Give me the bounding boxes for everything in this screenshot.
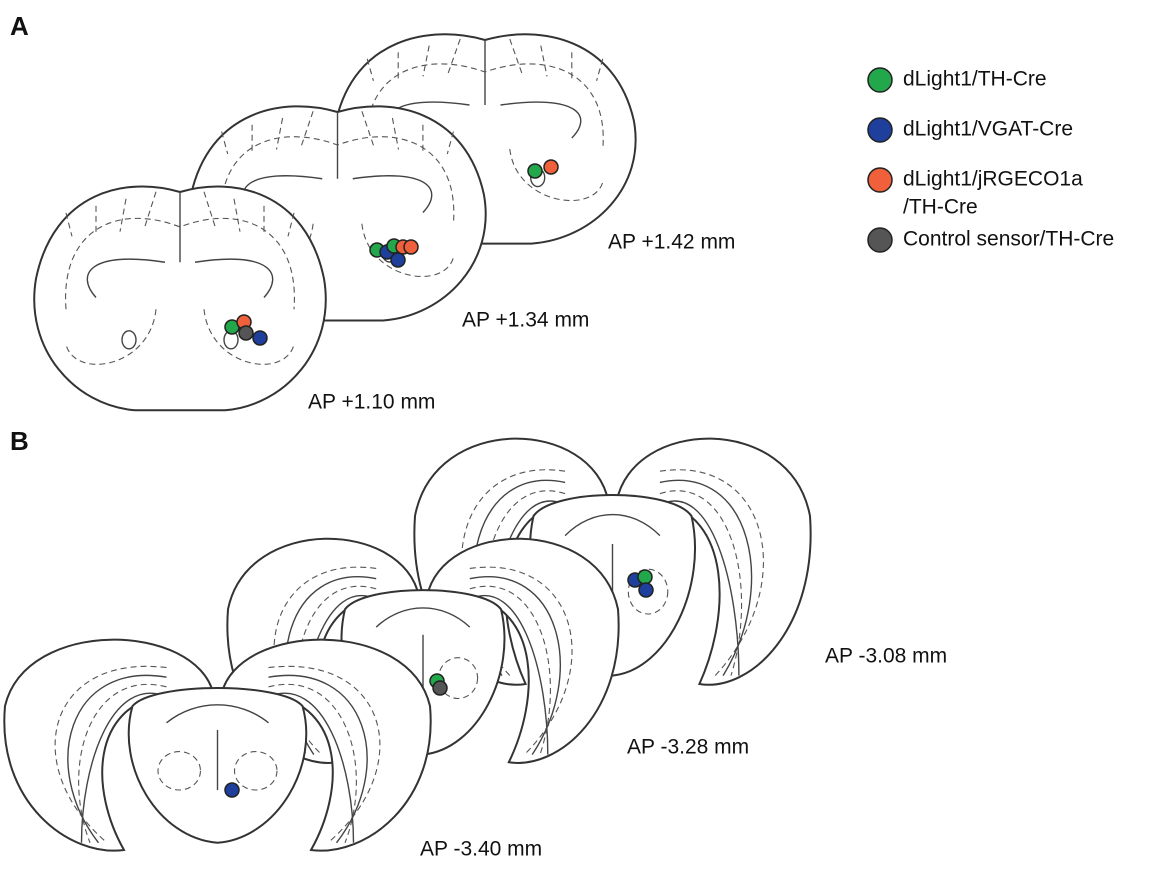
legend-swatch <box>868 68 892 92</box>
section-label: AP -3.28 mm <box>627 736 749 759</box>
legend-label: dLight1/jRGECO1a <box>903 168 1083 191</box>
legend-swatch <box>868 168 892 192</box>
panel-label: A <box>10 11 29 41</box>
placement-dot <box>544 160 558 174</box>
section-label: AP +1.10 mm <box>308 391 435 414</box>
placement-dot <box>528 164 542 178</box>
legend: dLight1/TH-Cre dLight1/VGAT-Cre dLight1/jR… <box>868 68 1114 252</box>
section-label: AP +1.34 mm <box>462 309 589 332</box>
placement-dot <box>253 331 267 345</box>
sections <box>4 34 810 850</box>
placement-dot <box>404 240 418 254</box>
placement-dot <box>239 326 253 340</box>
placement-dot <box>225 783 239 797</box>
legend-label: /TH-Cre <box>903 196 978 219</box>
legend-label: dLight1/TH-Cre <box>903 68 1047 91</box>
coronal-section <box>34 186 326 410</box>
legend-swatch <box>868 228 892 252</box>
placement-dot <box>433 681 447 695</box>
legend-label: dLight1/VGAT-Cre <box>903 118 1073 141</box>
section-label: AP -3.40 mm <box>420 838 542 861</box>
section-label: AP +1.42 mm <box>608 231 735 254</box>
posterior-section <box>4 640 430 851</box>
section-label: AP -3.08 mm <box>825 645 947 668</box>
legend-label: Control sensor/TH-Cre <box>903 228 1114 251</box>
legend-swatch <box>868 118 892 142</box>
panel-label: B <box>10 426 29 456</box>
placement-dot <box>638 570 652 584</box>
placement-dot <box>639 583 653 597</box>
figure: A B AP +1.42 mm AP +1.34 mm AP +1.10 mm … <box>0 0 1160 871</box>
placement-dot <box>391 253 405 267</box>
